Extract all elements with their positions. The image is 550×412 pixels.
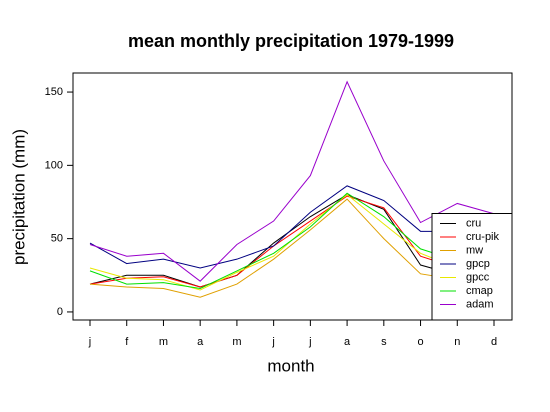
x-tick-label: s bbox=[381, 336, 387, 348]
x-tick-label: j bbox=[271, 336, 274, 348]
chart-title: mean monthly precipitation 1979-1999 bbox=[128, 31, 454, 51]
legend-label: gpcc bbox=[466, 271, 490, 283]
plot-frame bbox=[72, 72, 513, 321]
series-line bbox=[89, 195, 495, 288]
series-line bbox=[89, 194, 495, 288]
x-tick-label: f bbox=[125, 336, 129, 348]
series-line bbox=[89, 198, 495, 298]
legend-label: cmap bbox=[466, 285, 493, 297]
x-tick-label: a bbox=[344, 336, 351, 348]
y-tick-label: 0 bbox=[57, 306, 63, 318]
x-tick-label: a bbox=[197, 336, 204, 348]
x-tick-label: j bbox=[88, 336, 91, 348]
y-tick-label: 50 bbox=[51, 233, 63, 245]
x-axis-label: month bbox=[267, 356, 314, 375]
legend-label: adam bbox=[466, 298, 494, 310]
y-axis-label: precipitation (mm) bbox=[9, 129, 28, 265]
x-tick-label: d bbox=[491, 336, 497, 348]
x-tick-label: n bbox=[454, 336, 460, 348]
legend-label: cru bbox=[466, 217, 481, 229]
series-line bbox=[89, 80, 495, 282]
x-tick-label: j bbox=[308, 336, 311, 348]
legend-label: cru-pik bbox=[466, 231, 500, 243]
x-tick-label: o bbox=[417, 336, 423, 348]
legend-box bbox=[431, 213, 513, 321]
legend-label: mw bbox=[466, 244, 483, 256]
x-tick-label: m bbox=[232, 336, 241, 348]
series-line bbox=[89, 185, 495, 269]
series-line bbox=[89, 192, 495, 290]
legend-label: gpcp bbox=[466, 258, 490, 270]
y-tick-label: 100 bbox=[45, 159, 63, 171]
y-tick-label: 150 bbox=[45, 86, 63, 98]
x-tick-label: m bbox=[159, 336, 168, 348]
